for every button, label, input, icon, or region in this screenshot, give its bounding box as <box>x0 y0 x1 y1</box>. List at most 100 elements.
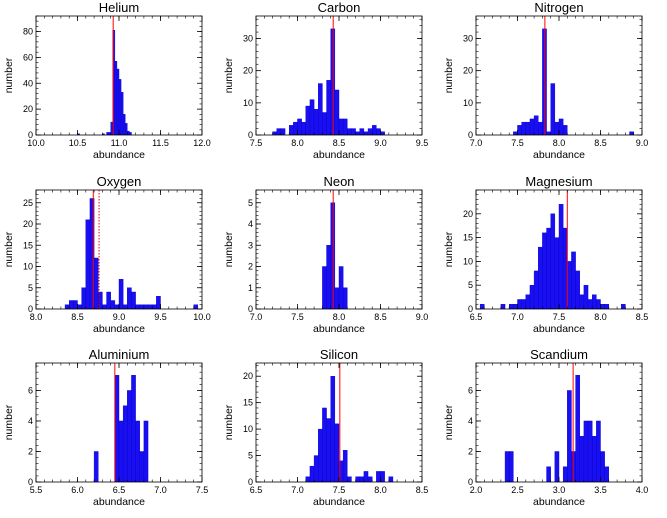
bar <box>363 131 369 135</box>
bar <box>118 420 124 482</box>
bar <box>550 83 556 135</box>
panel-title: Aluminium <box>89 347 150 362</box>
bar <box>122 114 126 135</box>
bar <box>64 304 70 309</box>
bar <box>538 121 543 135</box>
y-tick-label: 10 <box>23 262 33 272</box>
bar <box>504 451 510 482</box>
y-tick-label: 20 <box>23 219 33 229</box>
y-axis-label: number <box>3 57 15 93</box>
bar <box>600 304 605 309</box>
bars-carbon <box>272 28 385 135</box>
bar <box>322 112 327 135</box>
bar <box>550 213 556 309</box>
x-tick-label: 11.5 <box>152 138 169 148</box>
bar <box>338 266 344 309</box>
y-tick-label: 5 <box>248 451 253 461</box>
x-tick-label: 7.0 <box>250 312 263 322</box>
bar <box>558 204 564 309</box>
panel-carbon: 7.5 8.0 8.5 9.0 9.5 0 10 20 30 Carbon abundance num… <box>223 0 428 161</box>
bar <box>326 418 331 482</box>
y-tick-label: 40 <box>23 78 33 88</box>
bars-scandium <box>504 375 610 482</box>
panel-oxygen: 8.0 8.5 9.0 9.5 10.0 0 5 10 15 20 25 Oxygen abundanc… <box>3 174 211 335</box>
bar <box>110 121 113 135</box>
bar <box>143 420 149 482</box>
bar <box>554 451 560 482</box>
panel-nitrogen: 7.0 7.5 8.0 8.5 9.0 0 10 20 30 Nitrogen abundance n… <box>443 0 648 161</box>
panel-title: Helium <box>99 0 139 15</box>
bar <box>546 131 551 135</box>
bar <box>529 285 535 309</box>
bar <box>77 304 82 309</box>
y-tick-label: 0 <box>28 304 33 314</box>
x-tick-label: 8.0 <box>333 312 346 322</box>
bar <box>567 390 572 482</box>
y-tick-label: 5 <box>28 283 33 293</box>
bar <box>139 304 145 309</box>
bar <box>68 300 74 309</box>
bar <box>517 125 522 135</box>
x-tick-label: 6.5 <box>250 485 263 495</box>
y-tick-label: 15 <box>23 240 33 250</box>
bar <box>297 118 302 135</box>
bars-silicon <box>305 376 394 482</box>
y-axis-label: number <box>443 404 455 440</box>
bar <box>562 227 568 309</box>
x-tick-label: 7.5 <box>196 485 209 495</box>
x-tick-label: 8.5 <box>416 485 429 495</box>
bar <box>592 294 597 309</box>
bar <box>538 246 543 309</box>
y-tick-label: 2 <box>468 446 473 456</box>
x-tick-label: 8.0 <box>30 312 43 322</box>
bar <box>583 420 589 482</box>
x-tick-label: 8.5 <box>594 138 607 148</box>
bar <box>338 118 344 135</box>
bar <box>289 125 294 135</box>
bar <box>135 304 140 309</box>
bar <box>326 245 331 309</box>
bar <box>525 121 531 135</box>
bar <box>301 121 306 135</box>
bars-magnesium <box>479 204 626 309</box>
x-tick-label: 5.5 <box>30 485 43 495</box>
bar <box>122 304 128 309</box>
bar <box>276 128 282 135</box>
y-axis-label: number <box>223 231 235 267</box>
x-tick-label: 8.5 <box>333 138 346 148</box>
bar <box>318 428 323 482</box>
y-tick-label: 0 <box>468 130 473 140</box>
bar <box>517 299 522 309</box>
panel-title: Neon <box>323 174 354 189</box>
x-tick-label: 6.5 <box>470 312 483 322</box>
bar <box>575 375 580 482</box>
x-axis-label: abundance <box>313 149 365 161</box>
bar <box>73 300 78 309</box>
bar <box>554 237 560 309</box>
bar <box>359 476 365 482</box>
y-tick-label: 30 <box>243 34 253 44</box>
bar <box>571 251 576 309</box>
bar <box>125 123 128 135</box>
bar <box>118 279 124 309</box>
bar <box>376 128 381 135</box>
x-tick-label: 10.0 <box>27 138 45 148</box>
bar <box>330 376 336 482</box>
y-tick-label: 4 <box>468 416 473 426</box>
x-tick-label: 9.0 <box>636 138 649 148</box>
y-axis-label: number <box>223 57 235 93</box>
y-tick-label: 0 <box>468 304 473 314</box>
x-tick-label: 6.0 <box>71 485 84 495</box>
panel-title: Carbon <box>318 0 361 15</box>
bar <box>131 291 136 309</box>
bar <box>143 304 149 309</box>
bar <box>372 125 377 135</box>
bar <box>127 390 132 482</box>
panel-silicon: 6.5 7.0 7.5 8.0 8.5 0 5 10 15 20 Silicon abundance n… <box>223 347 428 508</box>
x-tick-label: 8.0 <box>594 312 607 322</box>
x-tick-label: 10.5 <box>69 138 87 148</box>
y-tick-label: 20 <box>463 66 473 76</box>
bar <box>110 300 116 309</box>
bar <box>509 304 514 309</box>
